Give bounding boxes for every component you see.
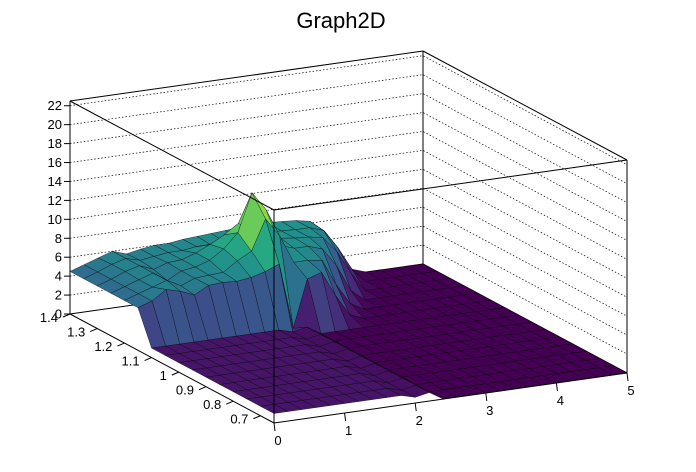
z-tick-label: 18: [48, 136, 62, 151]
x-tick-mark: [626, 372, 629, 382]
y-axis-line: [69, 313, 275, 424]
z-gridline: [69, 150, 628, 260]
y-tick-label: 1.3: [67, 325, 85, 340]
y-tick-mark: [198, 386, 207, 391]
axis-box-front: [69, 100, 628, 424]
z-tick-label: 0: [55, 307, 62, 322]
x-tick-label: 0: [274, 433, 281, 448]
z-gridline: [69, 74, 628, 184]
surface-mesh: [69, 192, 628, 414]
x-tick-mark: [485, 392, 488, 402]
z-gridline: [69, 93, 628, 203]
y-tick-mark: [117, 342, 125, 347]
y-tick-mark: [253, 415, 261, 420]
y-tick-label: 1.1: [122, 354, 140, 369]
z-tick-labels: 0 2 4 6 8 10 12 14 16 18 20 22: [48, 98, 62, 321]
z-gridline: [69, 112, 628, 222]
y-tick-mark: [144, 357, 152, 362]
z-tick-label: 2: [55, 288, 62, 303]
y-tick-labels: 0.7 0.8 0.9 1 1.1 1.2 1.3 1.4: [40, 310, 248, 427]
y-tick-label: 0.8: [203, 397, 221, 412]
box-edge: [69, 50, 424, 102]
x-tick-mark: [555, 382, 558, 392]
y-tick-mark: [171, 371, 179, 376]
y-tick-mark: [90, 328, 98, 332]
z-tick-label: 6: [55, 250, 62, 265]
x-tick-mark: [344, 412, 347, 422]
z-tick-label: 10: [48, 212, 62, 227]
chart-title: Graph2D: [296, 8, 385, 33]
box-edge: [273, 159, 628, 211]
z-tick-label: 20: [48, 117, 62, 132]
x-tick-label: 2: [416, 413, 423, 428]
x-tick-mark: [273, 422, 276, 432]
z-gridline: [69, 131, 628, 241]
x-axis-line: [273, 372, 628, 424]
z-tick-label: 14: [48, 174, 62, 189]
y-tick-label: 1.4: [40, 310, 58, 325]
x-tick-label: 4: [557, 393, 564, 408]
x-tick-label: 1: [345, 423, 352, 438]
x-tick-labels: 0 1 2 3 4 5: [274, 383, 634, 448]
z-tick-label: 12: [48, 193, 62, 208]
z-tick-label: 22: [48, 98, 62, 113]
z-tick-label: 8: [55, 231, 62, 246]
y-tick-label: 0.7: [230, 412, 248, 427]
y-tick-label: 1.2: [94, 339, 112, 354]
y-tick-label: 1: [160, 368, 167, 383]
box-edge: [69, 100, 275, 211]
x-tick-label: 3: [486, 403, 493, 418]
box-edge: [422, 50, 628, 161]
z-tick-label: 4: [55, 269, 62, 284]
z-tick-label: 16: [48, 155, 62, 170]
z-gridline: [69, 55, 628, 166]
axis-ticks: [62, 105, 629, 432]
y-tick-label: 0.9: [176, 383, 194, 398]
x-tick-label: 5: [627, 383, 634, 398]
y-tick-mark: [226, 400, 234, 405]
x-tick-mark: [414, 402, 417, 412]
